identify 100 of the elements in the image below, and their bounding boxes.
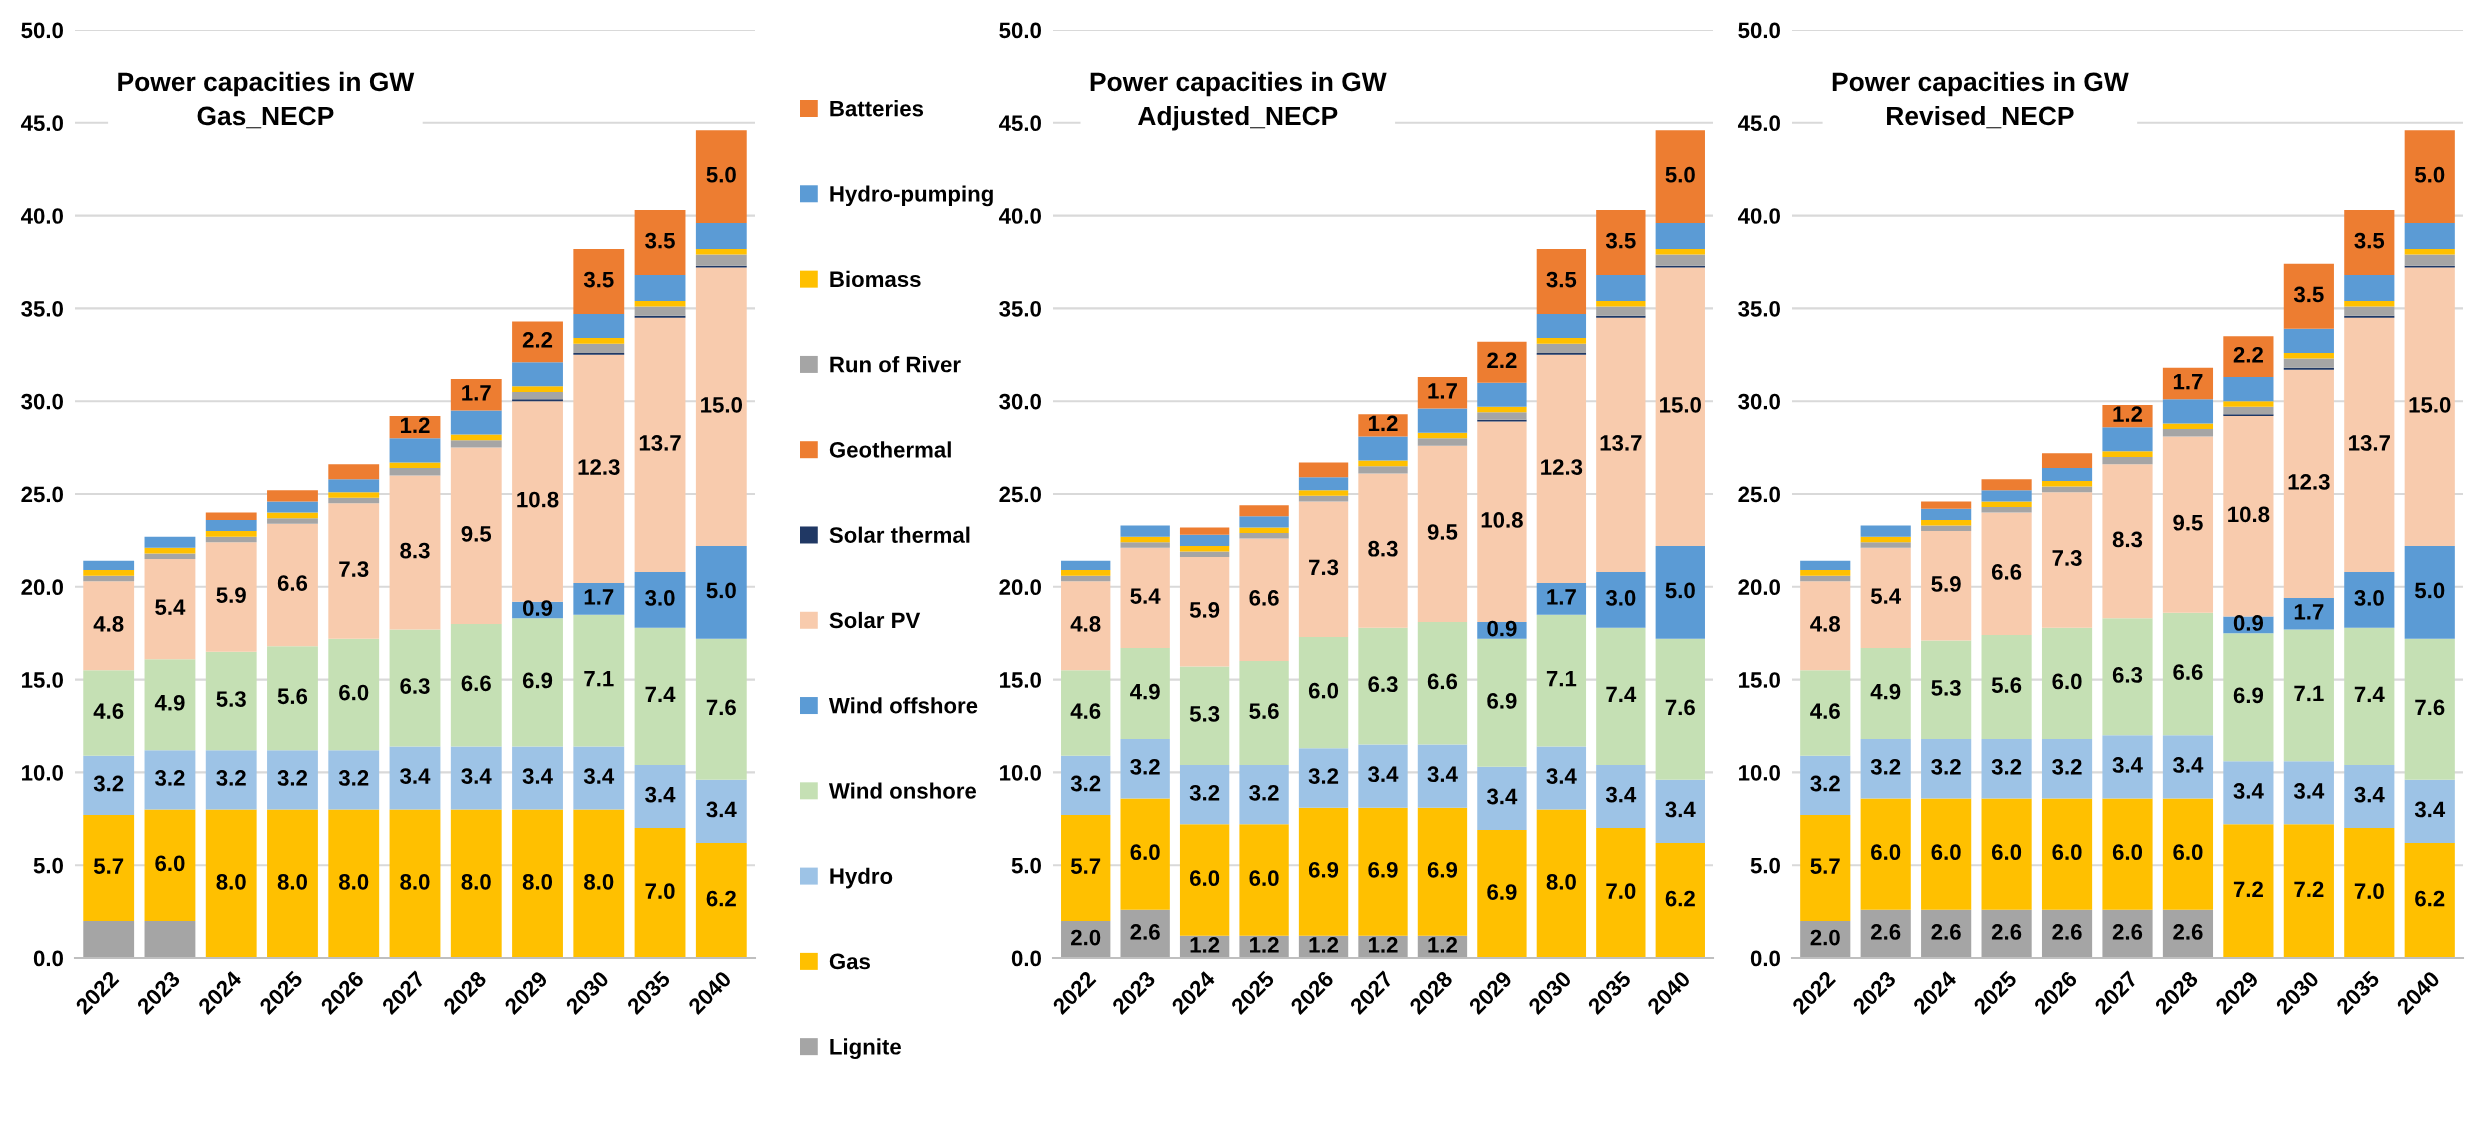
bar xyxy=(328,750,380,810)
data-label: 7.3 xyxy=(2052,550,2082,566)
text: Power capacities in GW xyxy=(118,71,415,97)
y-tick-label: 45.0 xyxy=(998,115,1041,132)
bar xyxy=(267,512,318,519)
data-label: 3.4 xyxy=(645,786,676,803)
bar xyxy=(205,512,257,520)
legend-label: Biomass xyxy=(830,270,921,288)
y-tick-label: 35.0 xyxy=(1738,300,1780,317)
y-tick-label: 20.0 xyxy=(999,579,1041,596)
bar xyxy=(1417,445,1468,623)
y-tick-label: 40.0 xyxy=(1737,208,1780,224)
data-label: 6.0 xyxy=(1871,844,1901,861)
bar xyxy=(1596,627,1646,765)
bar xyxy=(1596,306,1646,316)
bar xyxy=(573,249,625,314)
data-label: 10.8 xyxy=(517,491,559,508)
data-label: 9.5 xyxy=(2173,514,2203,531)
bar xyxy=(1239,538,1289,662)
y-tick-label: 45.0 xyxy=(20,115,63,132)
bar xyxy=(1239,505,1289,517)
data-label: 3.4 xyxy=(2293,783,2325,799)
data-label: 4.9 xyxy=(1870,683,1901,700)
bar xyxy=(1061,581,1111,671)
data-label: 4.6 xyxy=(93,703,124,719)
text: Adjusted_NECP xyxy=(1138,105,1338,131)
data-label: 8.0 xyxy=(216,873,246,890)
data-label: 9.5 xyxy=(1427,524,1458,540)
data-label: 2.0 xyxy=(1810,929,1840,946)
bar xyxy=(512,321,563,363)
bar xyxy=(1120,542,1170,548)
data-label: 6.0 xyxy=(1249,870,1279,887)
bar xyxy=(205,750,257,810)
bar xyxy=(144,920,196,958)
data-label: 1.2 xyxy=(400,417,430,433)
bar xyxy=(2162,612,2214,736)
bar xyxy=(2283,263,2334,329)
bar xyxy=(695,249,747,255)
bar xyxy=(450,440,502,448)
data-label: 5.3 xyxy=(1931,680,1961,696)
bar xyxy=(1536,313,1587,339)
bar xyxy=(2041,486,2093,493)
data-label: 6.9 xyxy=(1368,861,1398,878)
data-label: 2.6 xyxy=(1931,924,1961,940)
bar xyxy=(1860,547,1911,649)
data-label: 7.6 xyxy=(706,699,736,716)
data-label: 3.4 xyxy=(1665,801,1696,818)
bar xyxy=(144,558,196,660)
bar xyxy=(389,462,441,469)
bar xyxy=(1477,638,1527,767)
data-label: 5.6 xyxy=(1249,703,1279,719)
data-label: 4.8 xyxy=(93,616,124,632)
data-label: 1.7 xyxy=(1428,383,1457,399)
bar xyxy=(1298,501,1349,637)
bar xyxy=(1800,815,1851,921)
data-label: 6.0 xyxy=(2052,844,2082,861)
data-label: 6.9 xyxy=(522,672,553,689)
data-label: 6.3 xyxy=(1368,676,1398,693)
data-label: 2.6 xyxy=(1130,924,1160,940)
data-label: 7.2 xyxy=(2294,881,2324,897)
bar xyxy=(1417,622,1468,745)
data-label: 8.0 xyxy=(1546,873,1576,890)
data-label: 6.6 xyxy=(1249,590,1279,606)
bar xyxy=(1981,506,2032,513)
data-label: 6.0 xyxy=(1991,844,2022,861)
bar xyxy=(512,809,563,958)
bar xyxy=(1358,744,1408,808)
data-label: 13.7 xyxy=(1600,435,1642,451)
bar xyxy=(205,542,257,652)
bar xyxy=(634,764,686,829)
data-label: 5.7 xyxy=(93,858,124,874)
bar xyxy=(1981,501,2032,507)
data-label: 15.0 xyxy=(2409,397,2451,413)
bar xyxy=(695,223,747,250)
data-label: 8.0 xyxy=(584,873,614,890)
bar xyxy=(1921,738,1972,799)
bar xyxy=(389,468,441,476)
bar xyxy=(1358,436,1408,461)
data-label: 8.3 xyxy=(400,542,430,559)
bar xyxy=(1981,738,2032,799)
legend-label: Solar PV xyxy=(829,611,921,629)
data-label: 6.0 xyxy=(1130,844,1160,861)
y-tick-label: 10.0 xyxy=(1000,764,1041,781)
data-label: 7.4 xyxy=(645,686,676,703)
data-label: 6.9 xyxy=(1487,693,1517,709)
data-label: 3.4 xyxy=(2112,757,2143,773)
bar xyxy=(2102,735,2153,799)
bar xyxy=(2041,453,2093,469)
data-label: 8.0 xyxy=(400,873,430,890)
bar xyxy=(1179,557,1230,667)
bar xyxy=(1358,473,1408,628)
bar xyxy=(1298,807,1349,936)
bar xyxy=(1061,815,1111,921)
bar xyxy=(2283,824,2334,958)
data-label: 3.2 xyxy=(1130,758,1160,775)
bar xyxy=(695,842,747,958)
bar xyxy=(2041,481,2093,487)
bar xyxy=(1596,764,1646,829)
bar xyxy=(1061,560,1111,571)
data-label: 6.0 xyxy=(2052,673,2082,690)
